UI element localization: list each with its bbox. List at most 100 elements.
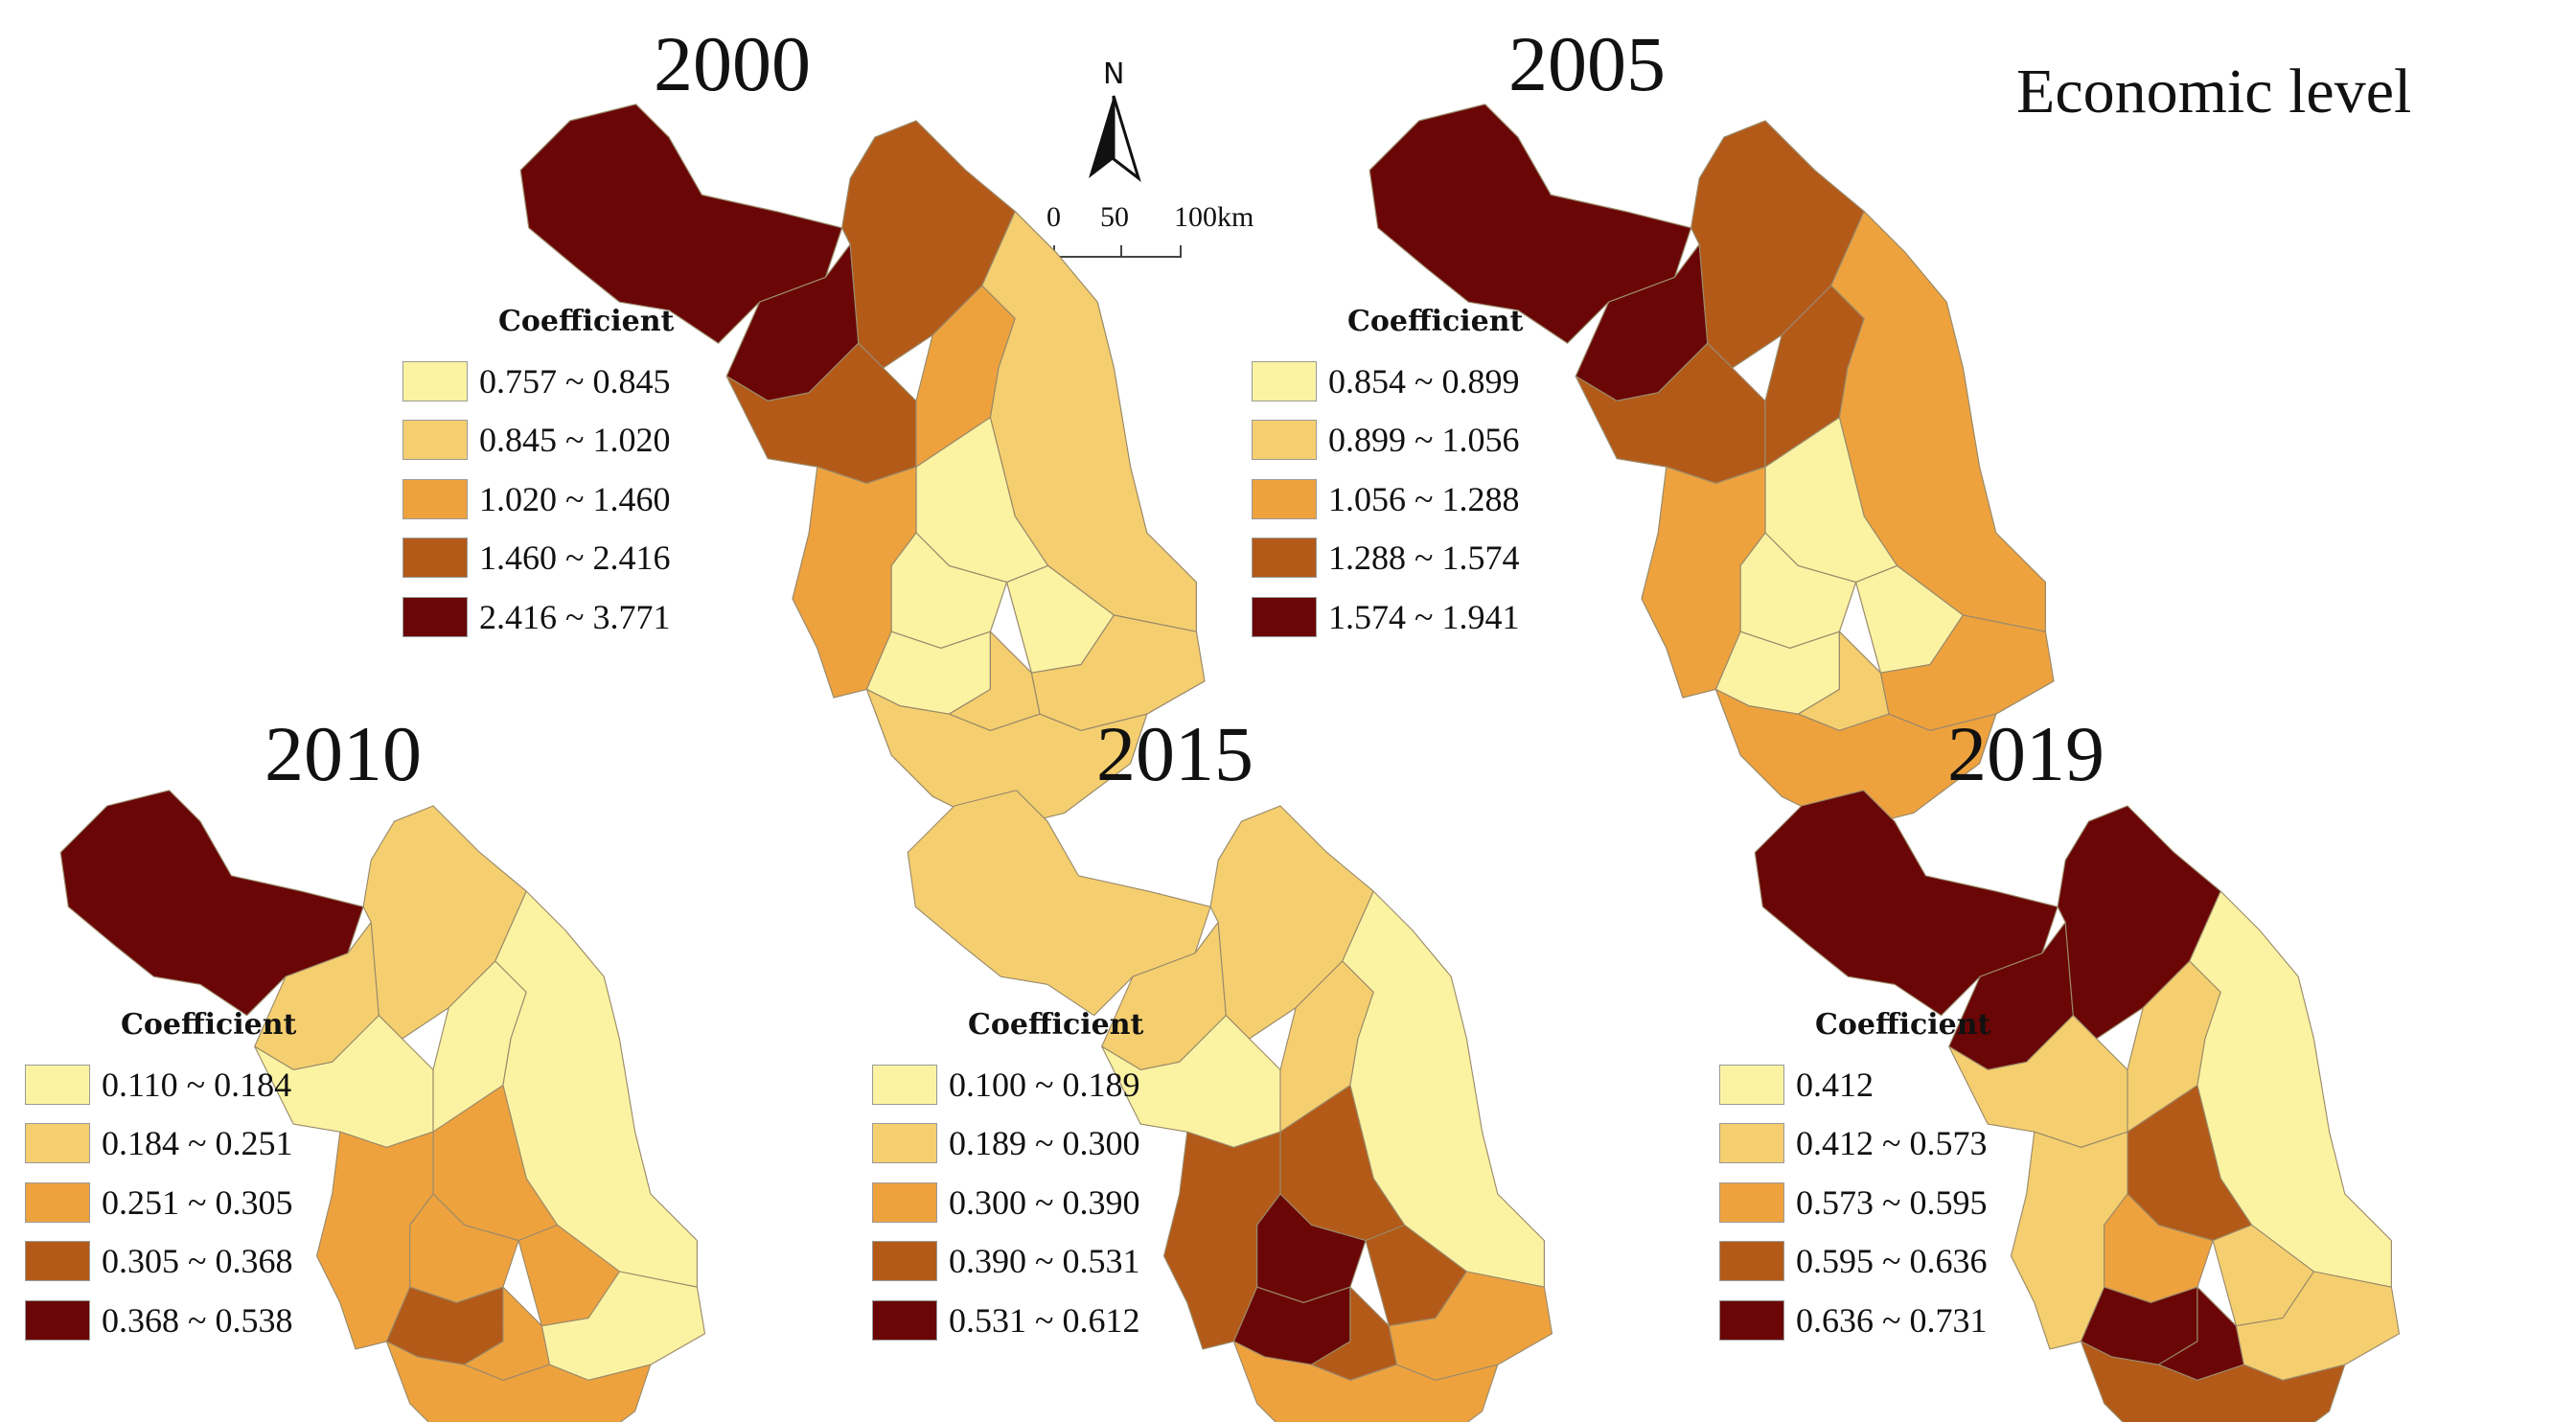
legend-item: 1.288 ~ 1.574 (1252, 529, 1523, 588)
legend-item: 0.845 ~ 1.020 (402, 411, 674, 470)
legend-item: 0.305 ~ 0.368 (25, 1232, 296, 1292)
legend-swatch (1719, 1181, 1784, 1223)
legend-item: 0.412 (1719, 1055, 1990, 1114)
legend-label: 0.412 (1796, 1065, 1874, 1104)
legend-label: 0.189 ~ 0.300 (949, 1124, 1140, 1163)
legend-item: 0.636 ~ 0.731 (1719, 1291, 1990, 1350)
region-suzhou (865, 688, 1148, 831)
legend-label: 0.368 ~ 0.538 (102, 1300, 293, 1340)
legend-swatch (1252, 478, 1317, 519)
legend-item: 0.100 ~ 0.189 (872, 1055, 1143, 1114)
year-title: 2010 (264, 710, 422, 797)
choropleth-map (907, 790, 1553, 1422)
legend: Coefficient 0.854 ~ 0.899 0.899 ~ 1.056 … (1252, 305, 1523, 647)
legend-item: 0.300 ~ 0.390 (872, 1173, 1143, 1232)
legend-item: 0.595 ~ 0.636 (1719, 1232, 1990, 1292)
legend-label: 0.251 ~ 0.305 (102, 1182, 293, 1222)
north-arrow: N (1083, 57, 1144, 187)
legend-label: 0.845 ~ 1.020 (479, 421, 671, 460)
legend-swatch (1719, 1241, 1784, 1282)
scale-label-0: 0 (1046, 201, 1061, 233)
legend-swatch (1252, 596, 1317, 637)
north-arrow-icon (1089, 95, 1141, 183)
legend-label: 1.288 ~ 1.574 (1328, 539, 1520, 578)
legend-swatch (1252, 420, 1317, 461)
legend-title: Coefficient (1815, 1008, 1991, 1042)
year-title: 2019 (1947, 710, 2104, 797)
legend-label: 1.056 ~ 1.288 (1328, 479, 1520, 518)
legend-item: 0.110 ~ 0.184 (25, 1055, 296, 1114)
choropleth-map (1368, 103, 2055, 831)
panel-2010: 2010 Coefficient 0.110 ~ 0.184 0.184 ~ 0… (25, 709, 964, 1422)
legend-item: 1.020 ~ 1.460 (402, 470, 674, 529)
figure-title: Economic level (2016, 57, 2412, 126)
legend-title: Coefficient (1347, 305, 1524, 338)
legend-label: 0.390 ~ 0.531 (949, 1242, 1140, 1281)
legend-swatch (872, 1123, 937, 1164)
legend-swatch (402, 360, 468, 401)
panel-2005: 2005 Coefficient 0.854 ~ 0.899 0.899 ~ 1… (1252, 0, 2191, 831)
region-suzhou (1714, 688, 1997, 831)
legend-swatch (25, 1064, 90, 1105)
map-regions (907, 790, 1553, 1422)
legend-label: 0.595 ~ 0.636 (1796, 1242, 1988, 1281)
legend-swatch (872, 1181, 937, 1223)
legend-label: 0.300 ~ 0.390 (949, 1182, 1140, 1222)
scale-bar: 0 50 100km (1046, 201, 1254, 268)
legend-item: 1.574 ~ 1.941 (1252, 587, 1523, 647)
legend-label: 0.110 ~ 0.184 (102, 1065, 292, 1104)
legend-item: 0.189 ~ 0.300 (872, 1114, 1143, 1174)
legend-swatch (402, 538, 468, 579)
panel-2000: 2000 Coefficient 0.757 ~ 0.845 0.845 ~ 1… (402, 0, 1342, 831)
map-regions (59, 790, 706, 1422)
legend-label: 0.573 ~ 0.595 (1796, 1182, 1988, 1222)
legend-swatch (872, 1064, 937, 1105)
legend-swatch (25, 1241, 90, 1282)
legend-label: 1.460 ~ 2.416 (479, 539, 671, 578)
legend-swatch (1719, 1064, 1784, 1105)
legend-label: 1.020 ~ 1.460 (479, 479, 671, 518)
legend: Coefficient 0.412 0.412 ~ 0.573 0.573 ~ … (1719, 1008, 1990, 1350)
region-suzhou (385, 1341, 652, 1422)
year-title: 2015 (1096, 710, 1254, 797)
legend-label: 0.184 ~ 0.251 (102, 1124, 293, 1163)
legend-item: 2.416 ~ 3.771 (402, 587, 674, 647)
map-regions (1754, 790, 2401, 1422)
scale-label-100: 100km (1174, 201, 1254, 233)
legend-swatch (1252, 360, 1317, 401)
legend-title: Coefficient (121, 1008, 297, 1042)
legend: Coefficient 0.100 ~ 0.189 0.189 ~ 0.300 … (872, 1008, 1143, 1350)
legend-label: 0.899 ~ 1.056 (1328, 421, 1520, 460)
legend-swatch (1719, 1299, 1784, 1341)
panel-2019: 2019 Coefficient 0.412 0.412 ~ 0.573 0.5… (1719, 709, 2576, 1422)
legend: Coefficient 0.757 ~ 0.845 0.845 ~ 1.020 … (402, 305, 674, 647)
legend-label: 0.531 ~ 0.612 (949, 1300, 1140, 1340)
legend-item: 0.573 ~ 0.595 (1719, 1173, 1990, 1232)
legend-item: 0.412 ~ 0.573 (1719, 1114, 1990, 1174)
legend-title: Coefficient (968, 1008, 1144, 1042)
legend-swatch (25, 1181, 90, 1223)
legend-title: Coefficient (498, 305, 675, 338)
legend-item: 1.460 ~ 2.416 (402, 529, 674, 588)
year-title: 2005 (1508, 20, 1666, 107)
legend-item: 0.854 ~ 0.899 (1252, 352, 1523, 411)
region-suzhou (1232, 1341, 1499, 1422)
legend-swatch (402, 420, 468, 461)
legend-item: 0.757 ~ 0.845 (402, 352, 674, 411)
choropleth-map (519, 103, 1206, 831)
legend-label: 0.305 ~ 0.368 (102, 1242, 293, 1281)
legend-item: 0.390 ~ 0.531 (872, 1232, 1143, 1292)
choropleth-map (59, 790, 706, 1422)
legend-item: 0.251 ~ 0.305 (25, 1173, 296, 1232)
legend-item: 0.899 ~ 1.056 (1252, 411, 1523, 470)
region-suzhou (2080, 1341, 2346, 1422)
legend-label: 0.100 ~ 0.189 (949, 1065, 1140, 1104)
year-title: 2000 (654, 20, 811, 107)
legend-label: 0.757 ~ 0.845 (479, 361, 671, 401)
legend-item: 1.056 ~ 1.288 (1252, 470, 1523, 529)
scale-label-50: 50 (1100, 201, 1129, 233)
panel-2015: 2015 Coefficient 0.100 ~ 0.189 0.189 ~ 0… (872, 709, 1811, 1422)
legend-swatch (402, 478, 468, 519)
legend-label: 0.412 ~ 0.573 (1796, 1124, 1988, 1163)
